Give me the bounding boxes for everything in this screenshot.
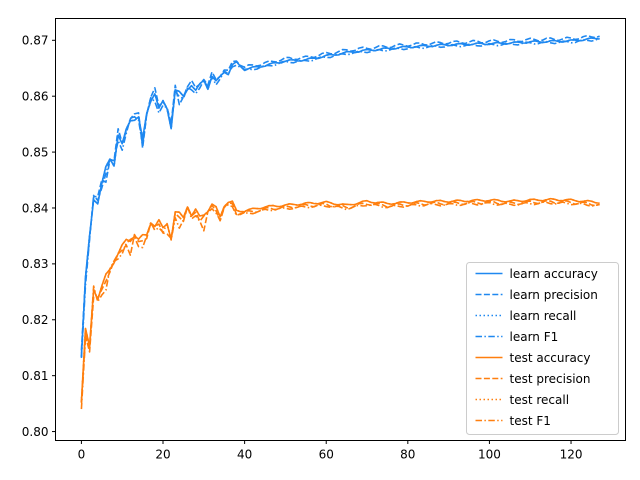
legend-label: test precision xyxy=(510,372,591,386)
axes-frame xyxy=(55,18,626,441)
y-tick-label: 0.81 xyxy=(22,369,49,383)
y-axis: 0.80 0.81 0.82 0.83 0.84 0.85 0.86 0.87 xyxy=(22,34,56,439)
y-tick-label: 0.80 xyxy=(22,425,49,439)
x-tick-label: 80 xyxy=(400,448,415,462)
y-tick-label: 0.82 xyxy=(22,313,49,327)
series-line-test-f1 xyxy=(80,201,600,410)
legend-label: learn precision xyxy=(510,288,598,302)
legend-label: learn recall xyxy=(510,309,577,323)
legend-label: test recall xyxy=(510,393,570,407)
y-tick-label: 0.87 xyxy=(22,34,49,48)
plot-lines xyxy=(80,34,600,410)
series-line-test-precision xyxy=(80,199,600,403)
x-tick-label: 40 xyxy=(237,448,252,462)
legend-label: learn F1 xyxy=(510,330,559,344)
legend-box xyxy=(466,262,619,435)
legend-label: test accuracy xyxy=(510,351,591,365)
series-line-learn-f1 xyxy=(80,37,600,359)
y-tick-label: 0.85 xyxy=(22,145,49,159)
x-tick-label: 60 xyxy=(319,448,334,462)
x-tick-label: 20 xyxy=(155,448,170,462)
y-tick-label: 0.86 xyxy=(22,89,49,103)
legend: learn accuracy learn precision learn recal… xyxy=(466,262,619,435)
x-tick-label: 0 xyxy=(78,448,86,462)
legend-label: learn accuracy xyxy=(510,267,598,281)
y-tick-label: 0.84 xyxy=(22,201,49,215)
legend-label: test F1 xyxy=(510,414,551,428)
x-tick-label: 120 xyxy=(560,448,583,462)
x-tick-label: 100 xyxy=(478,448,501,462)
y-tick-label: 0.83 xyxy=(22,257,49,271)
x-axis: 0 20 40 60 80 100 120 xyxy=(78,440,583,462)
